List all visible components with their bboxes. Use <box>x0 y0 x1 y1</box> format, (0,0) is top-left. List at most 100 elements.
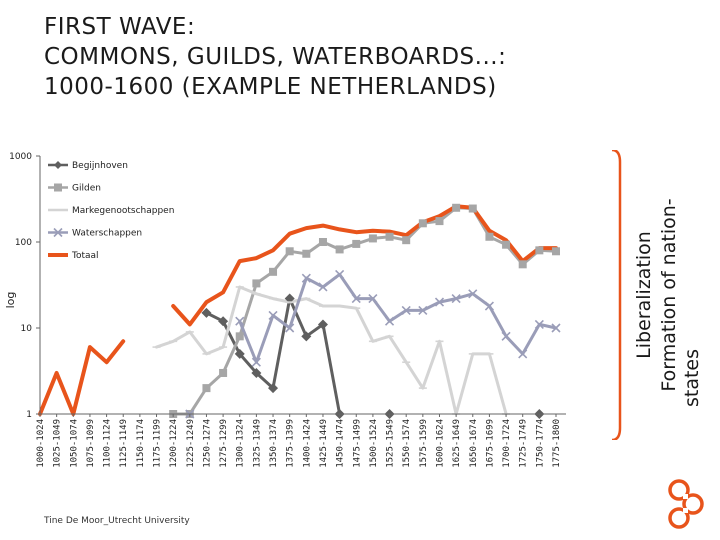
data-point-gilden <box>552 247 560 256</box>
data-point-waterschappen <box>451 293 461 304</box>
data-point-gilden <box>435 217 444 226</box>
data-point-begijnhoven <box>284 293 295 304</box>
legend-marker <box>54 183 62 192</box>
data-point-waterschappen <box>268 310 278 320</box>
x-tick-label: 1550-1574 <box>402 419 412 468</box>
data-point-gilden <box>318 238 327 246</box>
legend-label: Begijnhoven <box>72 161 128 171</box>
data-point-waterschappen <box>235 316 245 326</box>
annotation-line-2: Formation of nation- <box>658 198 680 391</box>
data-point-waterschappen <box>368 293 378 304</box>
x-tick-label: 1300-1324 <box>236 419 246 468</box>
legend-label: Gilden <box>72 184 101 194</box>
x-tick-label: 1475-1499 <box>352 419 362 468</box>
data-point-gilden <box>402 236 411 245</box>
data-point-gilden <box>235 332 244 341</box>
data-point-waterschappen <box>484 301 494 311</box>
x-tick-label: 1250-1274 <box>202 419 212 468</box>
data-point-gilden <box>252 279 261 288</box>
x-tick-label: 1225-1249 <box>186 419 196 468</box>
footer-credit: Tine De Moor_Utrecht University <box>44 516 190 526</box>
y-tick-label: 1 <box>26 410 32 420</box>
x-tick-label: 1400-1424 <box>302 419 312 468</box>
data-point-begijnhoven <box>218 316 229 327</box>
series-line-markegenootschappen <box>155 285 508 416</box>
x-tick-label: 1325-1349 <box>252 419 262 468</box>
series-line-totaal <box>171 204 558 327</box>
x-tick-label: 1650-1674 <box>469 419 479 468</box>
university-logo-icon <box>668 479 704 529</box>
legend-label: Totaal <box>71 251 99 261</box>
x-tick-label: 1075-1099 <box>86 419 96 468</box>
y-axis-label: log <box>4 292 17 309</box>
data-point-waterschappen <box>551 323 561 333</box>
x-tick-label: 1175-1199 <box>153 419 163 468</box>
data-point-waterschappen <box>285 323 295 333</box>
data-point-begijnhoven <box>251 367 262 378</box>
chart-legend: Begijnhoven Gilden Markegenootschappen Wate… <box>48 161 174 261</box>
data-point-gilden <box>368 234 377 243</box>
legend-label: Waterschappen <box>72 229 142 239</box>
chart-axes: 1 10 100 1000 log 1000-1024 1025-1049 1050-1074… <box>4 152 566 468</box>
data-point-gilden <box>518 260 527 269</box>
title-line-1: FIRST WAVE: <box>44 14 196 40</box>
data-point-gilden <box>335 245 344 254</box>
x-tick-label: 1700-1724 <box>502 419 512 468</box>
data-point-waterschappen <box>318 282 328 292</box>
side-annotation: Liberalization Formation of nation- stat… <box>612 150 703 440</box>
data-point-gilden <box>219 368 228 377</box>
data-point-gilden <box>452 203 461 212</box>
series-line-totaal <box>38 339 126 416</box>
x-tick-label: 1025-1049 <box>53 419 63 468</box>
x-tick-label: 1450-1474 <box>336 419 346 468</box>
x-tick-label: 1575-1599 <box>419 419 429 468</box>
data-point-waterschappen <box>434 297 445 307</box>
x-tick-label: 1625-1649 <box>452 419 462 468</box>
data-point-begijnhoven <box>234 348 245 359</box>
data-point-gilden <box>202 384 211 393</box>
x-tick-label: 1600-1624 <box>435 419 445 468</box>
x-tick-label: 1775-1800 <box>552 419 562 468</box>
data-point-waterschappen <box>418 305 428 316</box>
data-point-waterschappen <box>384 316 395 326</box>
title-line-3: 1000-1600 (EXAMPLE NETHERLANDS) <box>44 74 497 100</box>
slide-title: FIRST WAVE: COMMONS, GUILDS, WATERBOARDS… <box>44 12 604 102</box>
data-point-begijnhoven <box>268 383 279 394</box>
x-tick-label: 1750-1774 <box>535 419 545 468</box>
data-point-waterschappen <box>534 319 544 330</box>
annotation-line-1: Liberalization <box>633 231 655 359</box>
x-tick-label: 1500-1524 <box>369 419 379 468</box>
x-tick-label: 1350-1374 <box>269 419 279 468</box>
y-tick-label: 100 <box>15 238 32 248</box>
line-chart: 1 10 100 1000 log 1000-1024 1025-1049 1050-1074… <box>4 152 566 468</box>
data-point-begijnhoven <box>301 331 312 342</box>
x-tick-label: 1000-1024 <box>36 419 46 468</box>
data-point-waterschappen <box>468 289 478 299</box>
legend-marker <box>53 227 63 238</box>
annotation-line-3: states <box>681 349 703 407</box>
data-point-gilden <box>485 232 494 241</box>
x-tick-label: 1125-1149 <box>119 419 129 468</box>
x-tick-label: 1725-1749 <box>519 419 529 468</box>
x-tick-label: 1525-1549 <box>386 419 396 468</box>
data-point-gilden <box>418 219 427 228</box>
legend-label: Markegenootschappen <box>72 206 174 216</box>
data-point-waterschappen <box>401 305 411 316</box>
data-point-waterschappen <box>518 349 528 359</box>
x-tick-label: 1675-1699 <box>485 419 495 468</box>
data-point-waterschappen <box>501 331 511 341</box>
data-point-waterschappen <box>301 273 311 283</box>
x-tick-label: 1150-1174 <box>136 419 146 468</box>
data-point-begijnhoven <box>317 319 328 330</box>
data-point-gilden <box>535 246 544 255</box>
x-tick-label: 1425-1449 <box>319 419 329 468</box>
data-point-gilden <box>502 240 511 249</box>
legend-marker <box>54 161 62 169</box>
x-tick-label: 1050-1074 <box>69 419 79 468</box>
data-point-waterschappen <box>335 269 345 279</box>
data-point-gilden <box>385 232 394 241</box>
data-point-waterschappen <box>251 357 261 367</box>
x-tick-label: 1200-1224 <box>169 419 179 468</box>
data-point-waterschappen <box>351 293 361 304</box>
data-point-gilden <box>269 267 278 276</box>
